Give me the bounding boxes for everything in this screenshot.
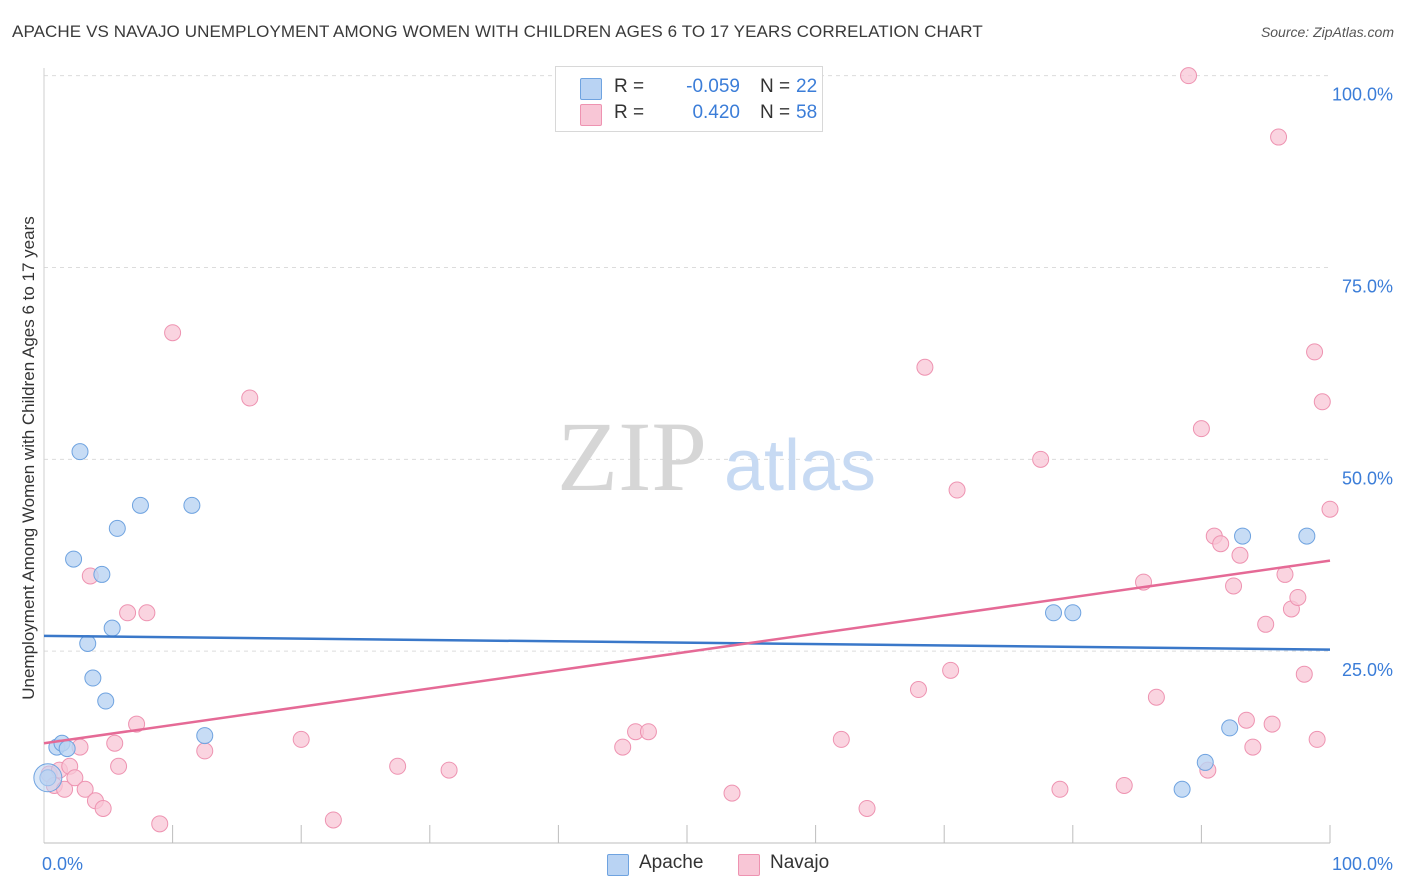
navajo-point [241,389,259,407]
navajo-point [1321,500,1339,518]
navajo-point [1032,450,1050,468]
navajo-point [138,604,156,622]
apache-point [71,443,89,461]
apache-point [1196,753,1214,771]
apache-point [65,550,83,568]
navajo-point [1115,776,1133,794]
navajo-n-label: N = [760,102,791,123]
navajo-point [1192,420,1210,438]
apache-points [33,443,1316,798]
apache-point [1221,719,1239,737]
navajo-point [1308,730,1326,748]
navajo-point [1231,546,1249,564]
navajo-point [292,730,310,748]
navajo-point [1225,577,1243,595]
apache-point [196,727,214,745]
navajo-legend-label: Navajo [770,852,830,873]
navajo-legend-swatch [738,854,760,876]
apache-r-value: -0.059 [686,76,740,97]
apache-r-label: R = [614,76,645,97]
navajo-point [909,681,927,699]
apache-legend-swatch [607,854,629,876]
source-credit: Source: ZipAtlas.com [1260,24,1394,40]
chart-title: APACHE VS NAVAJO UNEMPLOYMENT AMONG WOME… [12,22,983,41]
y-tick-label: 75.0% [1342,277,1393,297]
navajo-point [1147,688,1165,706]
navajo-point [1263,715,1281,733]
navajo-point [1237,711,1255,729]
apache-n-label: N = [760,76,791,97]
watermark-atlas: atlas [724,426,876,506]
apache-trend-line [43,634,1331,651]
apache-n-value: 22 [796,76,818,97]
navajo-n-value: 58 [796,102,818,123]
apache-point [93,565,111,583]
apache-legend-label: Apache [639,852,704,873]
correlation-legend: R = -0.059 N = 22 R = 0.420 N = 58 [555,66,823,132]
navajo-swatch [580,104,602,126]
navajo-point [948,481,966,499]
y-tick-label: 50.0% [1342,468,1393,488]
navajo-point [119,604,137,622]
navajo-point [1313,393,1331,411]
navajo-point [128,715,146,733]
navajo-point [1295,665,1313,683]
navajo-point [942,661,960,679]
y-tick-label: 100.0% [1332,85,1393,105]
grid-lines [44,75,1330,652]
apache-point [1064,604,1082,622]
watermark-zip: ZIP [557,401,707,512]
apache-point [108,519,126,537]
navajo-point [832,730,850,748]
navajo-point [196,742,214,760]
navajo-point [1270,128,1288,146]
navajo-point [1257,615,1275,633]
navajo-r-label: R = [614,102,645,123]
navajo-point [1180,67,1198,85]
navajo-point [164,324,182,342]
navajo-trend-line [43,559,1331,745]
axes [43,68,1331,844]
navajo-r-value: 0.420 [692,102,740,123]
navajo-point [389,757,407,775]
apache-swatch [580,78,602,100]
apache-point [97,692,115,710]
navajo-point [639,723,657,741]
apache-point [183,496,201,514]
navajo-point [858,799,876,817]
x-tick-label: 0.0% [42,854,83,874]
trend-lines [43,559,1331,745]
apache-point [79,634,97,652]
navajo-point [916,358,934,376]
navajo-point [1289,588,1307,606]
navajo-point [1306,343,1324,361]
navajo-point [66,769,84,787]
navajo-point [1051,780,1069,798]
apache-point [1234,527,1252,545]
apache-point [84,669,102,687]
y-axis-label: Unemployment Among Women with Children A… [19,216,38,700]
apache-point [1173,780,1191,798]
navajo-point [106,734,124,752]
apache-point [58,740,76,758]
apache-cluster-point [33,763,63,793]
apache-point [131,496,149,514]
x-tick-label: 100.0% [1332,854,1393,874]
apache-point [103,619,121,637]
apache-point [1045,604,1063,622]
navajo-point [76,780,94,798]
apache-point [1298,527,1316,545]
navajo-point [151,815,169,833]
navajo-point [614,738,632,756]
navajo-point [1212,535,1230,553]
navajo-point [94,799,112,817]
navajo-point [723,784,741,802]
y-tick-label: 25.0% [1342,660,1393,680]
navajo-point [1244,738,1262,756]
navajo-point [110,757,128,775]
navajo-point [324,811,342,829]
tick-labels: 25.0% 50.0% 75.0% 100.0% 0.0% 100.0% [42,85,1393,874]
navajo-point [440,761,458,779]
